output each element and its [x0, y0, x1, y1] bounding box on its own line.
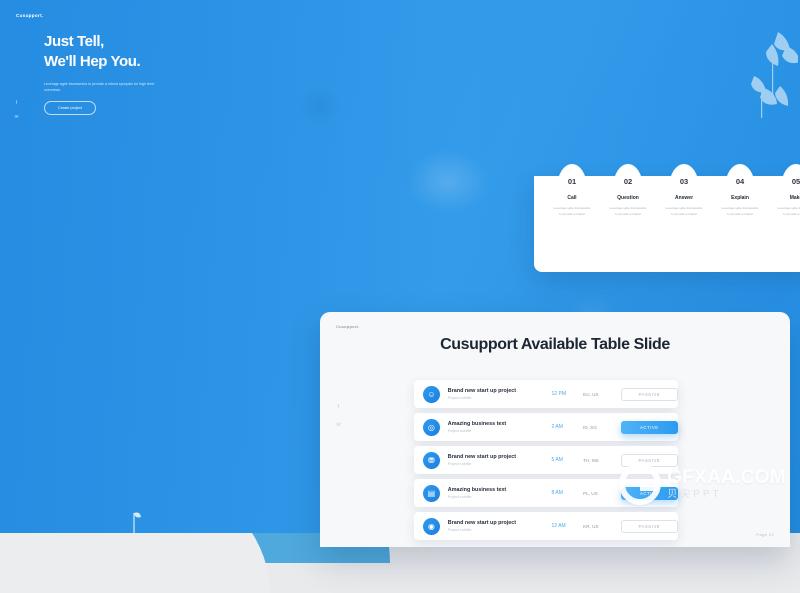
- status-badge[interactable]: PASSIVE: [620, 519, 679, 533]
- watermark: GFXAA.COM 贝尖PPT: [619, 463, 786, 505]
- table-slide[interactable]: Cusupport. Cusupport Available Table Sli…: [320, 312, 790, 547]
- heading-line-1: Just Tell,: [44, 33, 104, 50]
- step-description: Leverage agile frameworks to provide a r…: [665, 206, 703, 216]
- process-step[interactable]: 04 Explain Leverage agile frameworks to pr…: [712, 164, 768, 217]
- step-description: Leverage agile frameworks to provide a r…: [609, 206, 647, 216]
- step-description: Leverage agile frameworks to provide a r…: [553, 206, 591, 216]
- page-title: Cusupport Available Table Slide: [440, 336, 670, 353]
- row-title: Brand new start up project: [447, 388, 517, 394]
- step-name: Explain: [731, 195, 749, 201]
- row-title: Brand new start up project: [447, 454, 517, 460]
- slide-brand: Cusupport.: [336, 324, 360, 329]
- step-number: 03: [669, 164, 699, 188]
- heading-line-2: We'll Hep You.: [44, 52, 141, 70]
- row-title: Amazing business text: [447, 487, 507, 493]
- row-title: Brand new start up project: [447, 520, 517, 526]
- cart-icon: ⛃: [423, 451, 440, 469]
- row-subtitle: Project subtitle: [447, 462, 472, 466]
- hero-heading: Just Tell, We'll Hep You.: [44, 32, 141, 72]
- row-subtitle: Project subtitle: [447, 429, 472, 433]
- hero-brand: Cusupport.: [16, 13, 44, 18]
- row-region: TH, MS: [583, 457, 599, 463]
- camera-icon: ◉: [423, 517, 440, 535]
- step-description: Leverage agile frameworks to provide a r…: [721, 206, 759, 216]
- row-time: 2 AM: [551, 424, 563, 430]
- row-region: EU, US: [583, 391, 599, 397]
- watermark-subtext: 贝尖PPT: [667, 489, 722, 500]
- facebook-icon[interactable]: f: [15, 100, 18, 105]
- table-row[interactable]: ◉ Brand new start up project Project subti…: [414, 512, 679, 540]
- row-subtitle: Project subtitle: [447, 495, 472, 499]
- step-name: Make: [789, 195, 800, 201]
- row-time: 8 AM: [551, 490, 563, 496]
- process-step[interactable]: 02 Question Leverage agile frameworks to p…: [600, 164, 656, 217]
- building-icon: ▤: [423, 484, 440, 502]
- row-subtitle: Project subtitle: [447, 396, 472, 400]
- step-name: Question: [617, 195, 639, 201]
- row-region: ID, SG: [583, 424, 597, 430]
- hero-slide[interactable]: Cusupport. Just Tell, We'll Hep You. Leve…: [0, 0, 800, 533]
- step-name: Answer: [674, 195, 694, 201]
- step-number: 05: [781, 164, 800, 188]
- row-time: 12 PM: [551, 391, 566, 397]
- leaf-decoration-icon: [751, 32, 798, 118]
- process-step[interactable]: 05 Make Leverage agile frameworks to provi…: [768, 164, 800, 217]
- step-description: Leverage agile frameworks to provide a r…: [777, 206, 800, 216]
- hero-subtitle: Leverage agile frameworks to provide a r…: [44, 82, 155, 93]
- step-name: Call: [567, 195, 577, 201]
- status-badge[interactable]: PASSIVE: [620, 387, 679, 401]
- process-steps-panel: 01 Call Leverage agile frameworks to provi…: [534, 164, 800, 272]
- gfxaa-logo-icon: [619, 463, 662, 505]
- target-icon: ◎: [423, 418, 440, 436]
- process-step[interactable]: 01 Call Leverage agile frameworks to provi…: [544, 164, 600, 217]
- table-row[interactable]: ☺ Brand new start up project Project subti…: [414, 380, 679, 408]
- process-step[interactable]: 03 Answer Leverage agile frameworks to pro…: [656, 164, 712, 217]
- table-row[interactable]: ◎ Amazing business text Project subtitle 2 …: [414, 413, 678, 441]
- row-region: PL, US: [583, 490, 598, 496]
- row-time: 5 AM: [551, 457, 563, 463]
- watermark-text: GFXAA.COM: [667, 467, 786, 488]
- row-region: KR, US: [583, 523, 599, 529]
- sprout-icon: [133, 512, 141, 533]
- create-project-button[interactable]: Create project: [44, 101, 96, 115]
- status-badge[interactable]: ACTIVE: [620, 420, 678, 434]
- user-icon: ☺: [423, 385, 440, 403]
- twitter-icon[interactable]: ✉: [14, 113, 19, 119]
- row-title: Amazing business text: [447, 421, 507, 427]
- facebook-icon[interactable]: f: [337, 403, 340, 410]
- row-subtitle: Project subtitle: [447, 528, 472, 532]
- row-time: 12 AM: [551, 523, 566, 529]
- twitter-icon[interactable]: ✉: [336, 421, 341, 428]
